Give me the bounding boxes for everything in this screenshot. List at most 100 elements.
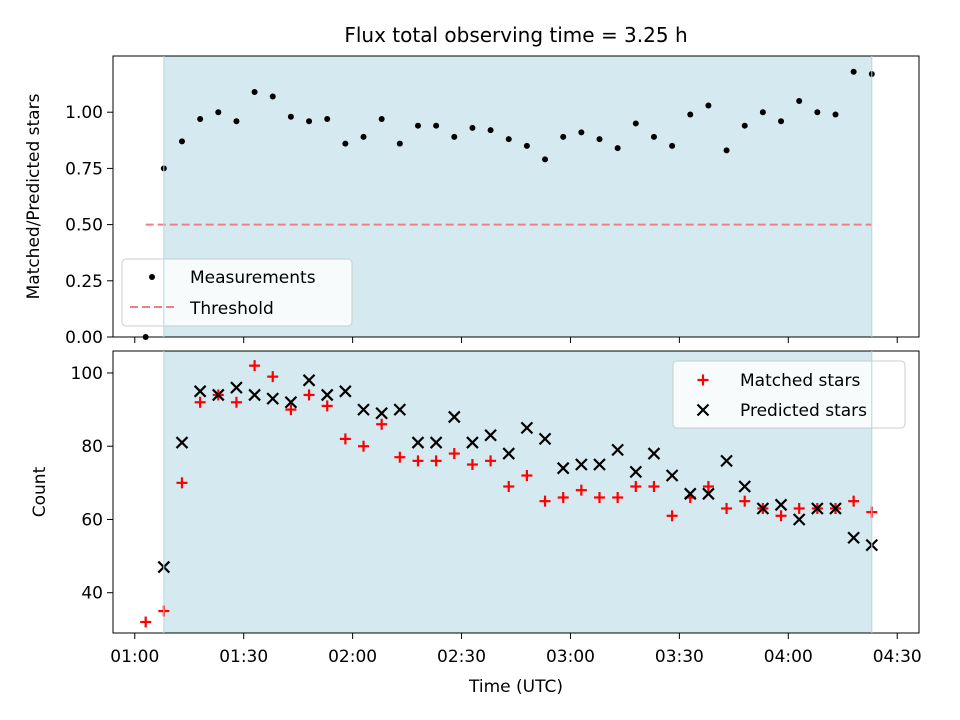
x-axis-label: Time (UTC) (468, 677, 563, 697)
measurement-point (396, 140, 403, 147)
predicted-star-point (248, 388, 261, 402)
predicted-star-point (393, 403, 407, 416)
matched-star-point (575, 484, 587, 496)
predicted-star-point (665, 469, 679, 482)
y-tick-label: 0.25 (65, 272, 103, 292)
x-b (502, 447, 516, 460)
measurement-point (451, 133, 458, 140)
measurement-point (378, 115, 385, 122)
matched-star-point (612, 491, 624, 503)
x-b (357, 403, 370, 416)
predicted-star-point (448, 410, 461, 424)
bottom-axes-frame (112, 350, 920, 634)
matched-star-point (697, 374, 709, 386)
measurement-point (523, 142, 530, 149)
predicted-star-point (320, 388, 334, 402)
matched-star-point (267, 371, 279, 383)
x-b (738, 480, 752, 493)
bottom-series-points (140, 360, 879, 628)
measurement-point (269, 93, 276, 100)
predicted-star-point (593, 458, 606, 471)
x-b (484, 428, 497, 442)
x-tick-label: 02:00 (328, 647, 377, 667)
predicted-star-point (538, 432, 552, 446)
predicted-star-point (720, 454, 733, 468)
measurement-point (360, 133, 367, 140)
x-tick-label: 03:00 (546, 647, 595, 667)
matched-star-point (739, 495, 751, 507)
x-b (538, 432, 552, 446)
measurement-point (814, 109, 821, 116)
predicted-star-point (575, 458, 588, 471)
x-b (375, 406, 388, 420)
predicted-star-point (484, 428, 497, 442)
top-y-axis-label: Matched/Predicted stars (24, 93, 44, 299)
matched-star-point (358, 440, 370, 452)
matched-star-point (430, 455, 442, 467)
predicted-star-point (792, 513, 806, 526)
x-tick-label: 01:00 (110, 647, 159, 667)
x-b (611, 443, 624, 457)
x-b (302, 374, 316, 387)
measurement-point (614, 145, 621, 152)
x-b (720, 454, 733, 468)
x-b (556, 461, 570, 475)
predicted-star-point (466, 436, 479, 449)
measurement-point (233, 118, 240, 125)
matched-star-point (775, 510, 787, 522)
matched-star-point (648, 481, 660, 493)
y-tick-label: 100 (71, 364, 103, 384)
measurement-point (469, 124, 476, 131)
legend-label-matched: Matched stars (740, 371, 860, 391)
predicted-star-point (502, 447, 516, 460)
measurement-point (778, 118, 785, 125)
legend-frame (121, 258, 353, 327)
matched-star-point (793, 502, 805, 514)
x-b (266, 392, 280, 405)
x-b (811, 502, 824, 515)
y-tick-label: 80 (81, 437, 103, 457)
measurement-point (306, 118, 313, 125)
x-b (448, 410, 461, 424)
matched-star-point (466, 459, 478, 471)
matched-star-point (249, 360, 261, 372)
x-b (774, 498, 788, 512)
measurement-point (741, 122, 748, 129)
predicted-star-point (520, 421, 534, 435)
x-b (429, 436, 443, 449)
predicted-star-point (284, 395, 298, 409)
measurement-point (197, 115, 204, 122)
x-b (792, 513, 806, 526)
x-tick-label: 01:30 (219, 647, 268, 667)
y-tick-label: 1.00 (65, 103, 103, 123)
measurement-point (487, 127, 494, 134)
bottom-legend: Matched stars Predicted stars (672, 360, 906, 429)
legend-frame (672, 360, 906, 429)
predicted-star-point (696, 403, 710, 417)
measurement-point (178, 138, 185, 145)
predicted-star-point (811, 502, 824, 515)
measurement-point (414, 122, 421, 129)
x-b (339, 385, 352, 398)
x-b (847, 531, 860, 545)
measurement-point (796, 97, 803, 104)
matched-star-point (194, 396, 206, 408)
top-axes-frame (112, 55, 920, 338)
bottom-y-axis-label: Count (30, 466, 50, 517)
measurement-point (669, 142, 676, 149)
matched-star-point (339, 433, 351, 445)
matched-star-point (539, 495, 551, 507)
matched-star-point (230, 396, 242, 408)
measurement-point (705, 102, 712, 109)
predicted-star-point (738, 480, 752, 493)
matched-star-point (848, 495, 860, 507)
x-tick-label: 04:30 (873, 647, 922, 667)
predicted-star-point (375, 406, 388, 420)
matched-star-point (521, 470, 533, 482)
x-b (575, 458, 588, 471)
predicted-star-point (411, 436, 425, 449)
x-b (702, 487, 715, 501)
measurement-point (342, 140, 349, 147)
measurement-point (850, 68, 857, 75)
x-b (284, 395, 298, 409)
